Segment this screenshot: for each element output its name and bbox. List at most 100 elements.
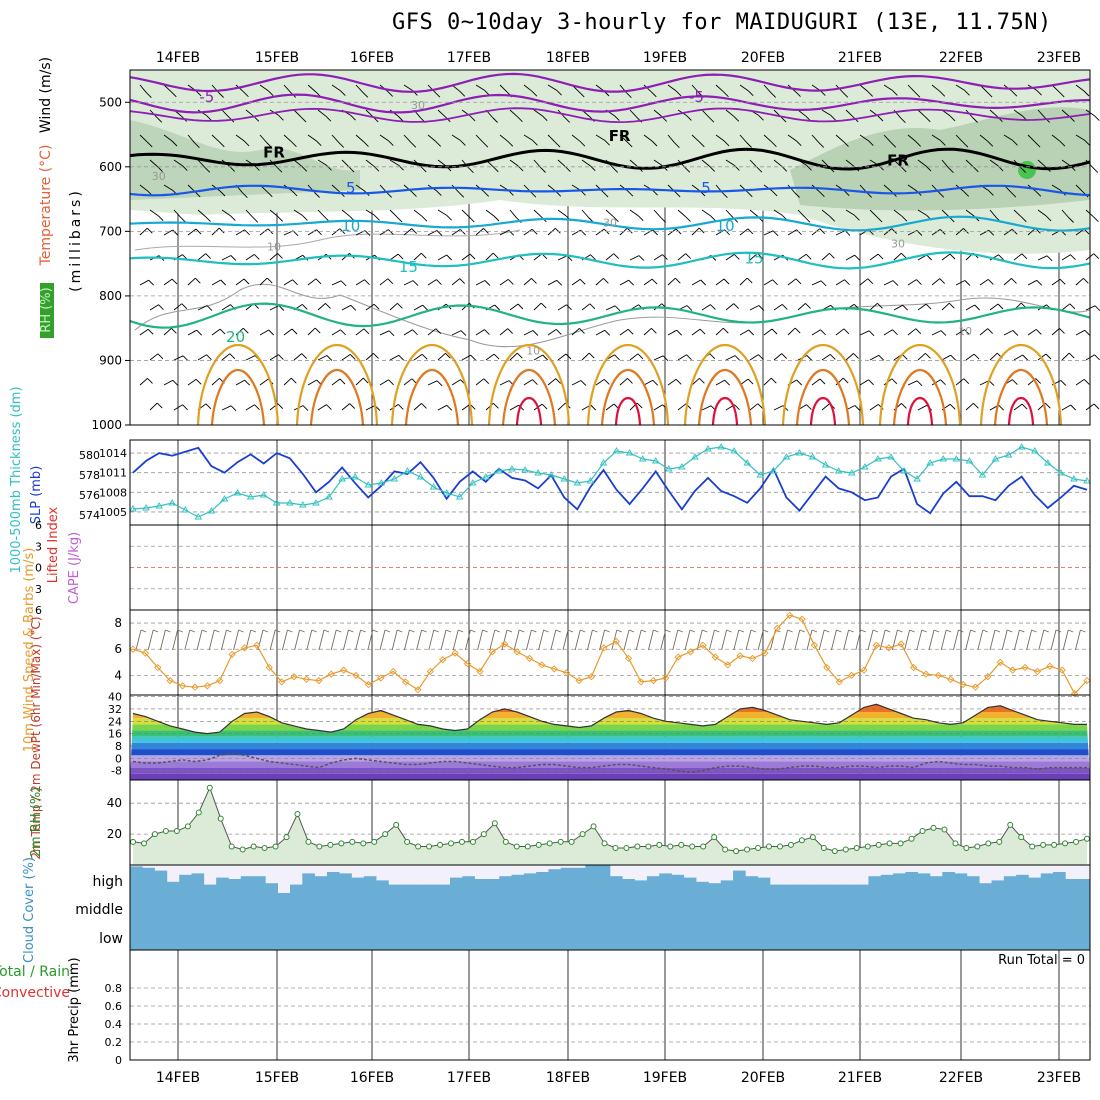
thickness-point — [573, 479, 582, 486]
surface-barb — [159, 629, 166, 651]
wind-barb-feather — [388, 379, 394, 386]
surface-barb — [635, 629, 642, 651]
wind-barb-shaft — [245, 254, 255, 261]
surface-barb-feather — [958, 629, 964, 633]
wind-barb-shaft — [811, 378, 821, 386]
wind-barb-shaft — [523, 84, 533, 92]
wind-barb-feather — [818, 142, 825, 148]
wind-barb-feather — [603, 379, 610, 385]
wind-barb-shaft — [437, 109, 446, 118]
wind-barb-shaft — [317, 109, 327, 117]
temp-contour-25 — [487, 343, 571, 426]
wind-barb-shaft — [821, 252, 830, 261]
wind-barb-shaft — [571, 134, 581, 142]
wind-speed-point — [513, 648, 521, 656]
wind-barb-shaft — [595, 84, 605, 92]
slp-ylabel: SLP (mb) — [29, 466, 44, 525]
date-label-top: 18FEB — [546, 50, 590, 66]
wind-barb-feather — [436, 279, 442, 285]
wind-barb-shaft — [859, 330, 870, 336]
wind-barb-shaft — [235, 278, 245, 286]
wind-barb-shaft — [403, 134, 412, 143]
wind-barb-feather — [892, 329, 898, 336]
wind-barb-shaft — [245, 209, 254, 218]
wind-speed-point — [1009, 666, 1017, 674]
wind-barb-shaft — [845, 209, 855, 216]
wind-barb-feather — [733, 254, 740, 260]
wind-barb-shaft — [955, 84, 965, 91]
wind-barb-feather — [699, 377, 705, 384]
wind-barb-shaft — [475, 134, 484, 143]
wind-barb-shaft — [557, 304, 567, 311]
wind-barb-feather — [493, 215, 500, 222]
wind-speed-point — [934, 671, 942, 680]
rh-point — [908, 835, 915, 842]
wind-speed-point — [562, 669, 571, 677]
wind-barb-shaft — [941, 253, 951, 261]
wind-barb-feather — [843, 190, 850, 197]
rh-point — [480, 831, 487, 838]
wind-barb-feather — [446, 404, 453, 411]
wind-barb-feather — [579, 328, 585, 334]
surface-barb-feather — [824, 629, 830, 633]
temp-contour-25 — [295, 343, 379, 426]
rh-point — [755, 845, 762, 851]
wind-speed-point — [662, 674, 670, 682]
wind-barb-shaft — [701, 109, 710, 118]
wind-barb-feather — [339, 378, 346, 385]
wind-barb-shaft — [931, 84, 941, 92]
wind-barb-feather — [1020, 167, 1026, 173]
contour-label: -5 — [199, 88, 214, 106]
rh-point — [766, 843, 772, 850]
wind-speed-point — [996, 658, 1004, 666]
thickness-point — [325, 493, 333, 500]
surface-wind-barbs — [135, 629, 1086, 651]
wind-barb-shaft — [715, 84, 724, 93]
wind-barb-feather — [362, 91, 369, 98]
wind-barb-feather — [686, 115, 692, 121]
wind-barb-feather — [940, 330, 947, 336]
wind-barb-feather — [1046, 255, 1053, 262]
wind-barb-shaft — [379, 229, 389, 236]
wind-barb-feather — [1084, 329, 1091, 336]
wind-speed-point — [971, 683, 980, 691]
surface-barb-feather — [287, 629, 293, 633]
wind-barb-feather — [340, 329, 346, 336]
rh-point — [371, 838, 378, 845]
wind-barb-feather — [243, 278, 250, 285]
cloud-high-bar — [240, 876, 254, 893]
temp-contour-20 — [129, 302, 1091, 329]
wind-barb-feather — [973, 402, 979, 409]
wind-barb-shaft — [629, 353, 639, 361]
wind-barb-shaft — [259, 378, 269, 386]
pressure-tick-label: 800 — [99, 289, 122, 303]
surface-barb-feather — [872, 629, 879, 633]
wind-barb-feather — [532, 379, 538, 385]
rh-point — [919, 828, 926, 834]
thickness-point — [364, 481, 373, 488]
wind-barb-shaft — [1061, 209, 1069, 218]
wind-barb-feather — [806, 355, 813, 361]
rh-point — [656, 841, 663, 848]
wind-barb-feather — [459, 229, 466, 235]
wind-barb-feather — [171, 140, 178, 147]
surface-barb — [1026, 629, 1033, 651]
surface-barb-feather — [543, 629, 549, 633]
rh-point — [557, 838, 564, 845]
rh-point — [886, 840, 893, 847]
wind-speed-point — [488, 648, 496, 656]
wind-barb-shaft — [1013, 403, 1023, 411]
wind-barb-feather — [988, 380, 995, 386]
wind-barb-feather — [172, 379, 179, 386]
wind-speed-point — [773, 624, 781, 632]
wind-barb-shaft — [629, 255, 640, 261]
rh-point — [579, 831, 586, 838]
surface-barb-feather — [494, 629, 500, 633]
cloud-high-bar — [228, 879, 242, 893]
surface-barb — [952, 629, 959, 651]
temp-tick-label: 24 — [108, 715, 122, 728]
wind-barb-shaft — [941, 354, 951, 361]
rh-point — [338, 840, 345, 847]
temp-contour-30 — [404, 368, 460, 426]
wind-barb-shaft — [691, 377, 700, 386]
